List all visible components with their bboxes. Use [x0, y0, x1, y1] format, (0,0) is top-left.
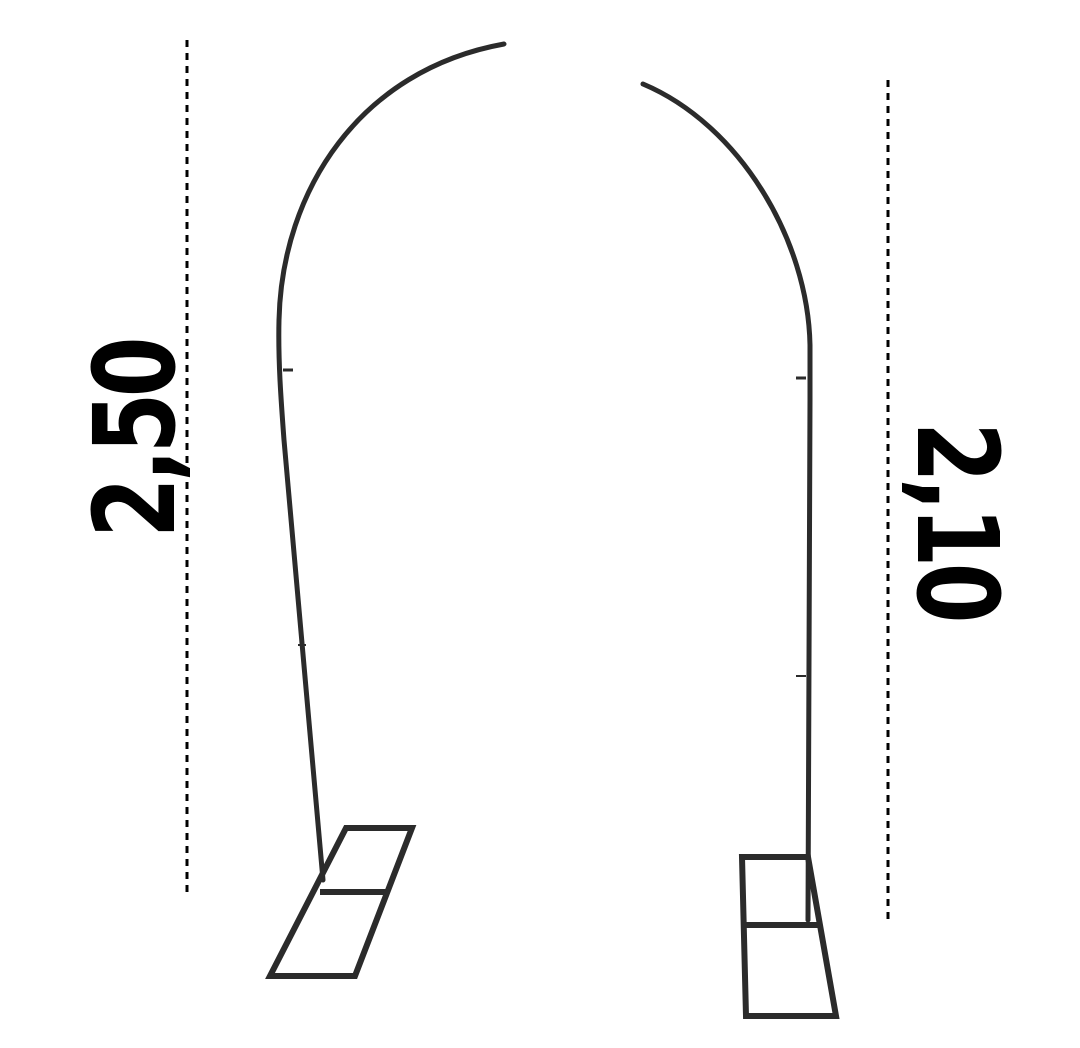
right-height-label: 2,10 — [891, 422, 1021, 619]
left-arch-pole — [276, 41, 507, 883]
right-arch-pole — [640, 81, 813, 923]
left-height-label: 2,50 — [71, 341, 201, 538]
left-base — [265, 825, 417, 979]
right-base — [738, 854, 840, 1019]
